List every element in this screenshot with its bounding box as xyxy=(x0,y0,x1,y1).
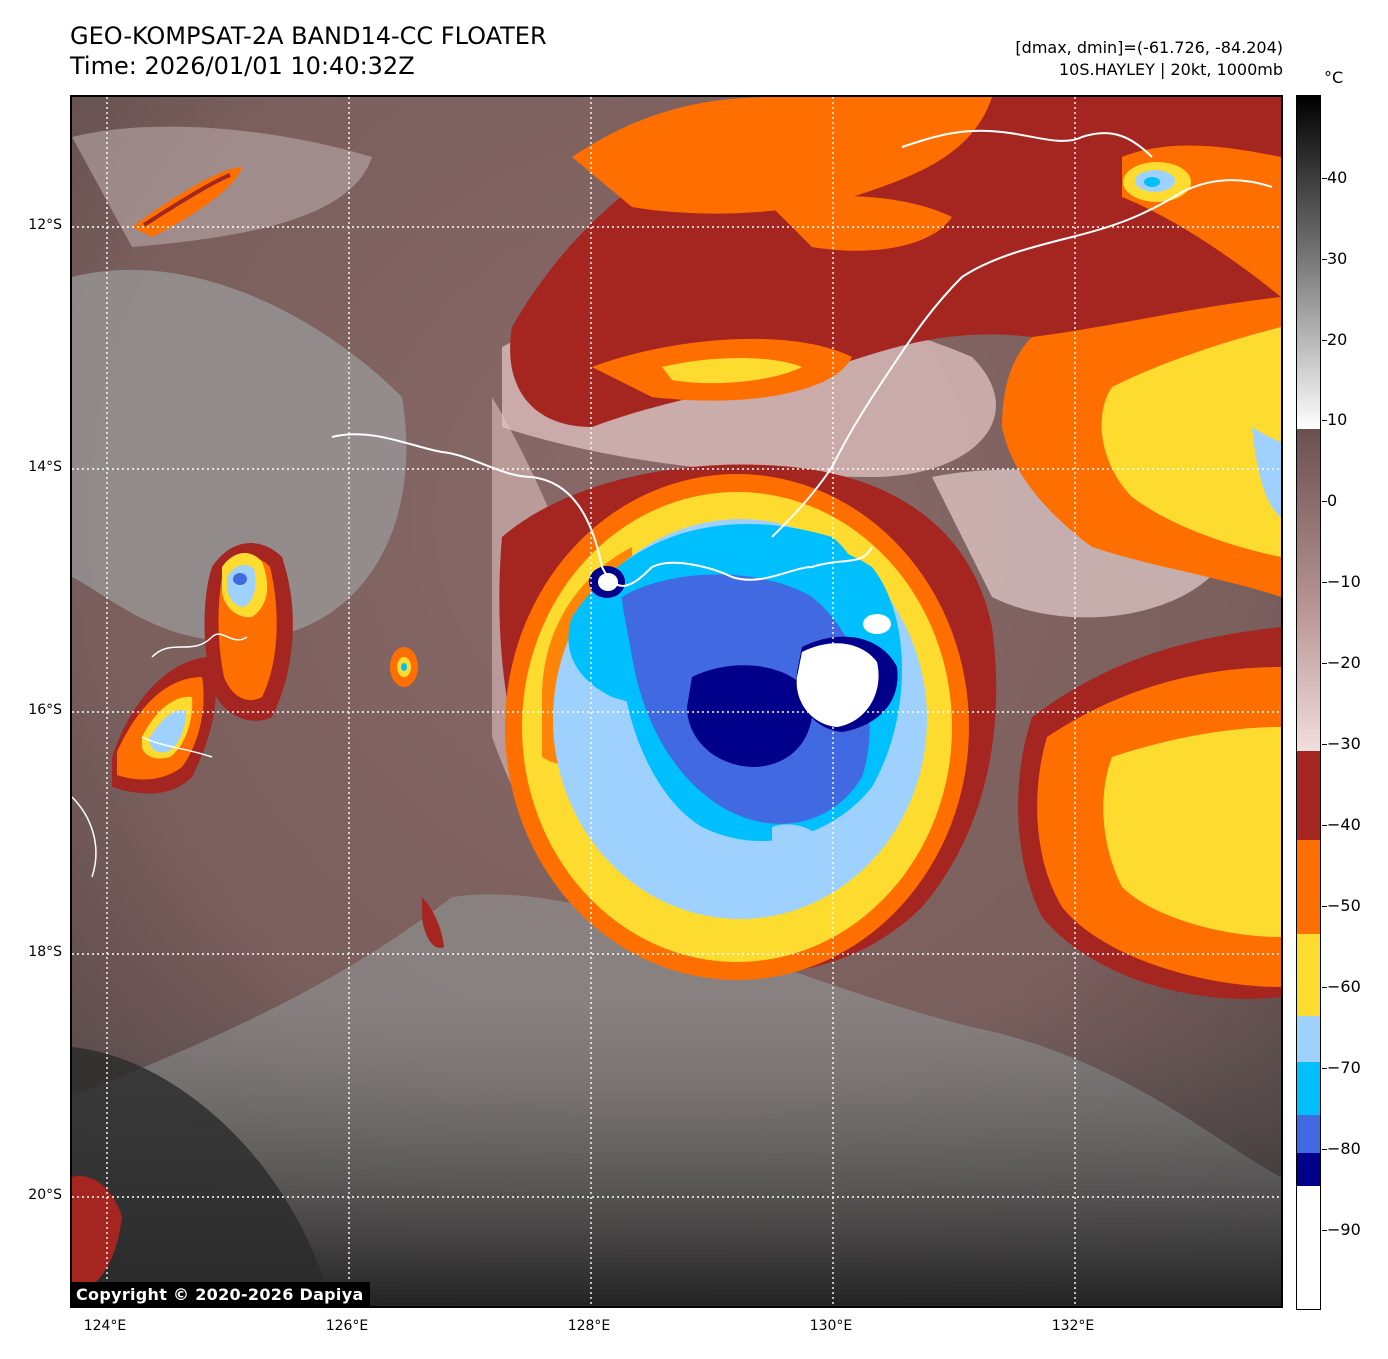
satellite-imagery xyxy=(72,97,1281,1306)
lon-label-126e: 126°E xyxy=(325,1318,369,1334)
colorbar-tick xyxy=(1322,259,1327,260)
lon-label-130e: 130°E xyxy=(809,1318,853,1334)
title-satellite: GEO-KOMPSAT-2A BAND14-CC FLOATER xyxy=(70,22,547,50)
colorbar-tick xyxy=(1322,1230,1327,1231)
colorbar-tick xyxy=(1322,987,1327,988)
colorbar-label-40: 40 xyxy=(1327,168,1348,187)
colorbar-tick xyxy=(1322,663,1327,664)
lat-label-14s: 14°S xyxy=(28,459,62,475)
colorbar-tick xyxy=(1322,178,1327,179)
colorbar-tick xyxy=(1322,1068,1327,1069)
colorbar-label-minus60: −60 xyxy=(1327,977,1361,996)
colorbar-label-minus80: −80 xyxy=(1327,1139,1361,1158)
copyright-notice: Copyright © 2020-2026 Dapiya xyxy=(71,1282,370,1308)
colorbar-tick xyxy=(1322,1149,1327,1150)
lon-label-124e: 124°E xyxy=(83,1318,127,1334)
colorbar-label-minus20: −20 xyxy=(1327,653,1361,672)
colorbar-label-minus70: −70 xyxy=(1327,1058,1361,1077)
colorbar-label-minus10: −10 xyxy=(1327,572,1361,591)
lat-label-12s: 12°S xyxy=(28,217,62,233)
colorbar-label-minus30: −30 xyxy=(1327,734,1361,753)
colorbar-label-20: 20 xyxy=(1327,330,1348,349)
colorbar-label-minus90: −90 xyxy=(1327,1220,1361,1239)
satellite-map xyxy=(70,95,1283,1308)
colorbar-tick xyxy=(1322,825,1327,826)
colorbar-unit: °C xyxy=(1324,68,1344,87)
lon-label-132e: 132°E xyxy=(1051,1318,1095,1334)
colorbar-label-minus40: −40 xyxy=(1327,815,1361,834)
lat-label-16s: 16°S xyxy=(28,702,62,718)
colorbar-scale xyxy=(1297,96,1320,1309)
colorbar-tick xyxy=(1322,340,1327,341)
colorbar-tick xyxy=(1322,582,1327,583)
lat-label-18s: 18°S xyxy=(28,944,62,960)
temperature-colorbar xyxy=(1296,95,1321,1310)
storm-info: 10S.HAYLEY | 20kt, 1000mb xyxy=(1059,60,1283,79)
colorbar-label-0: 0 xyxy=(1327,491,1338,510)
title-time: Time: 2026/01/01 10:40:32Z xyxy=(70,52,415,80)
colorbar-label-30: 30 xyxy=(1327,249,1348,268)
colorbar-tick xyxy=(1322,744,1327,745)
colorbar-tick xyxy=(1322,501,1327,502)
lon-label-128e: 128°E xyxy=(567,1318,611,1334)
colorbar-tick xyxy=(1322,420,1327,421)
dmax-dmin-readout: [dmax, dmin]=(-61.726, -84.204) xyxy=(1015,38,1283,57)
graticule xyxy=(72,97,1281,1306)
lat-label-20s: 20°S xyxy=(28,1187,62,1203)
colorbar-label-10: 10 xyxy=(1327,410,1348,429)
colorbar-tick xyxy=(1322,906,1327,907)
colorbar-label-minus50: −50 xyxy=(1327,896,1361,915)
